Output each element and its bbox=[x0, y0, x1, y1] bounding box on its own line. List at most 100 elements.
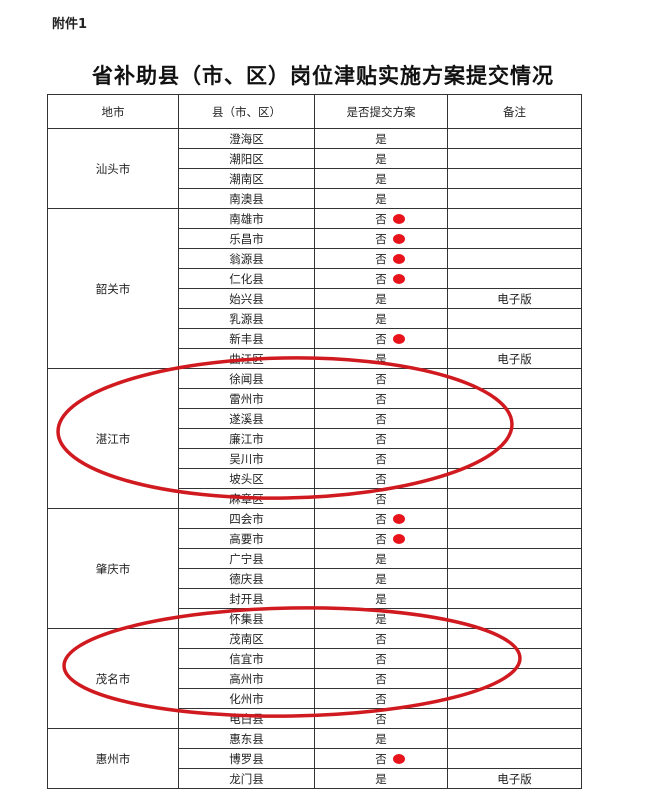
table-row: 新丰县 否 bbox=[48, 328, 582, 349]
note-cell bbox=[447, 608, 582, 629]
submitted-cell: 是 bbox=[314, 168, 448, 189]
county-cell: 遂溪县 bbox=[178, 408, 315, 429]
submitted-cell: 是 bbox=[314, 548, 448, 569]
county-cell-text: 电白县 bbox=[229, 711, 264, 726]
county-cell: 曲江区 bbox=[178, 348, 315, 369]
note-cell bbox=[447, 508, 582, 529]
note-cell bbox=[447, 448, 582, 469]
county-cell-text: 惠东县 bbox=[229, 731, 264, 746]
county-cell-text: 徐闻县 bbox=[229, 371, 264, 386]
submitted-cell: 否 bbox=[314, 208, 448, 229]
submitted-cell-text: 否 bbox=[375, 411, 387, 426]
submitted-cell-text: 否 bbox=[375, 631, 387, 646]
county-cell: 高州市 bbox=[178, 668, 315, 689]
red-dot-icon bbox=[393, 214, 405, 224]
county-cell-text: 化州市 bbox=[229, 691, 264, 706]
county-cell-text: 曲江区 bbox=[229, 351, 264, 366]
note-cell-text: 电子版 bbox=[497, 351, 532, 366]
submitted-cell: 否 bbox=[314, 268, 448, 289]
note-cell bbox=[447, 588, 582, 609]
red-dot-icon bbox=[393, 274, 405, 284]
submitted-cell: 否 bbox=[314, 708, 448, 729]
submitted-cell-text: 否 bbox=[375, 511, 387, 526]
submitted-cell-text: 是 bbox=[375, 191, 387, 206]
submitted-cell: 否 bbox=[314, 688, 448, 709]
red-dot-icon bbox=[393, 334, 405, 344]
city-cell: 惠州市 bbox=[47, 728, 179, 789]
county-cell: 麻章区 bbox=[178, 488, 315, 509]
county-cell: 高要市 bbox=[178, 528, 315, 549]
note-cell bbox=[447, 148, 582, 169]
county-cell-text: 坡头区 bbox=[229, 471, 264, 486]
submitted-cell: 是 bbox=[314, 348, 448, 369]
submitted-cell: 否 bbox=[314, 448, 448, 469]
table-row: 乐昌市 否 bbox=[48, 228, 582, 249]
note-cell bbox=[447, 248, 582, 269]
county-cell: 廉江市 bbox=[178, 428, 315, 449]
table-row: 肇庆市 四会市否 bbox=[47, 508, 582, 629]
county-cell: 潮阳区 bbox=[178, 148, 315, 169]
table-row: 龙门县 是 电子版 bbox=[48, 768, 582, 789]
submitted-cell-text: 否 bbox=[375, 711, 387, 726]
note-cell bbox=[447, 528, 582, 549]
county-cell: 四会市 bbox=[178, 508, 315, 529]
red-dot-icon bbox=[393, 254, 405, 264]
note-cell: 电子版 bbox=[447, 348, 582, 369]
county-cell: 怀集县 bbox=[178, 608, 315, 629]
county-cell: 广宁县 bbox=[178, 548, 315, 569]
county-cell-text: 始兴县 bbox=[229, 291, 264, 306]
submitted-cell: 是 bbox=[314, 308, 448, 329]
header-city: 地市 bbox=[47, 94, 179, 129]
note-cell bbox=[447, 328, 582, 349]
note-cell bbox=[447, 648, 582, 669]
county-cell: 电白县 bbox=[178, 708, 315, 729]
submitted-cell-text: 是 bbox=[375, 351, 387, 366]
submitted-cell: 是 bbox=[314, 128, 448, 149]
city-cell: 湛江市 bbox=[47, 368, 179, 509]
submitted-cell-text: 否 bbox=[375, 651, 387, 666]
note-cell bbox=[447, 128, 582, 149]
county-cell-text: 翁源县 bbox=[229, 251, 264, 266]
county-cell: 翁源县 bbox=[178, 248, 315, 269]
note-cell bbox=[447, 208, 582, 229]
county-cell-text: 乐昌市 bbox=[229, 231, 264, 246]
note-cell bbox=[447, 748, 582, 769]
city-cell: 肇庆市 bbox=[47, 508, 179, 629]
county-cell: 博罗县 bbox=[178, 748, 315, 769]
submitted-cell: 否 bbox=[314, 408, 448, 429]
submitted-cell-text: 否 bbox=[375, 691, 387, 706]
submitted-cell-text: 否 bbox=[375, 431, 387, 446]
county-cell: 乐昌市 bbox=[178, 228, 315, 249]
note-cell bbox=[447, 368, 582, 389]
submitted-cell-text: 是 bbox=[375, 551, 387, 566]
submitted-cell-text: 否 bbox=[375, 251, 387, 266]
table-row: 乳源县 是 bbox=[48, 308, 582, 329]
submitted-cell: 否 bbox=[314, 468, 448, 489]
submitted-cell: 否 bbox=[314, 748, 448, 769]
submitted-cell-text: 否 bbox=[375, 751, 387, 766]
submitted-cell: 否 bbox=[314, 328, 448, 349]
submitted-cell: 否 bbox=[314, 388, 448, 409]
note-cell bbox=[447, 488, 582, 509]
submitted-cell-text: 否 bbox=[375, 271, 387, 286]
submitted-cell-text: 是 bbox=[375, 131, 387, 146]
submitted-cell-text: 否 bbox=[375, 451, 387, 466]
county-cell-text: 仁化县 bbox=[229, 271, 264, 286]
note-cell bbox=[447, 228, 582, 249]
table-row: 汕头市 澄海区是 bbox=[47, 128, 582, 209]
submitted-cell-text: 否 bbox=[375, 531, 387, 546]
submitted-cell-text: 是 bbox=[375, 291, 387, 306]
note-cell: 电子版 bbox=[447, 768, 582, 789]
note-cell bbox=[447, 728, 582, 749]
county-cell: 龙门县 bbox=[178, 768, 315, 789]
county-cell: 坡头区 bbox=[178, 468, 315, 489]
submitted-cell: 否 bbox=[314, 228, 448, 249]
note-cell bbox=[447, 388, 582, 409]
red-dot-icon bbox=[393, 534, 405, 544]
county-cell: 澄海区 bbox=[178, 128, 315, 149]
submitted-cell: 否 bbox=[314, 508, 448, 529]
county-cell-text: 茂南区 bbox=[229, 631, 264, 646]
submitted-cell-text: 否 bbox=[375, 491, 387, 506]
note-cell bbox=[447, 708, 582, 729]
note-cell: 电子版 bbox=[447, 288, 582, 309]
